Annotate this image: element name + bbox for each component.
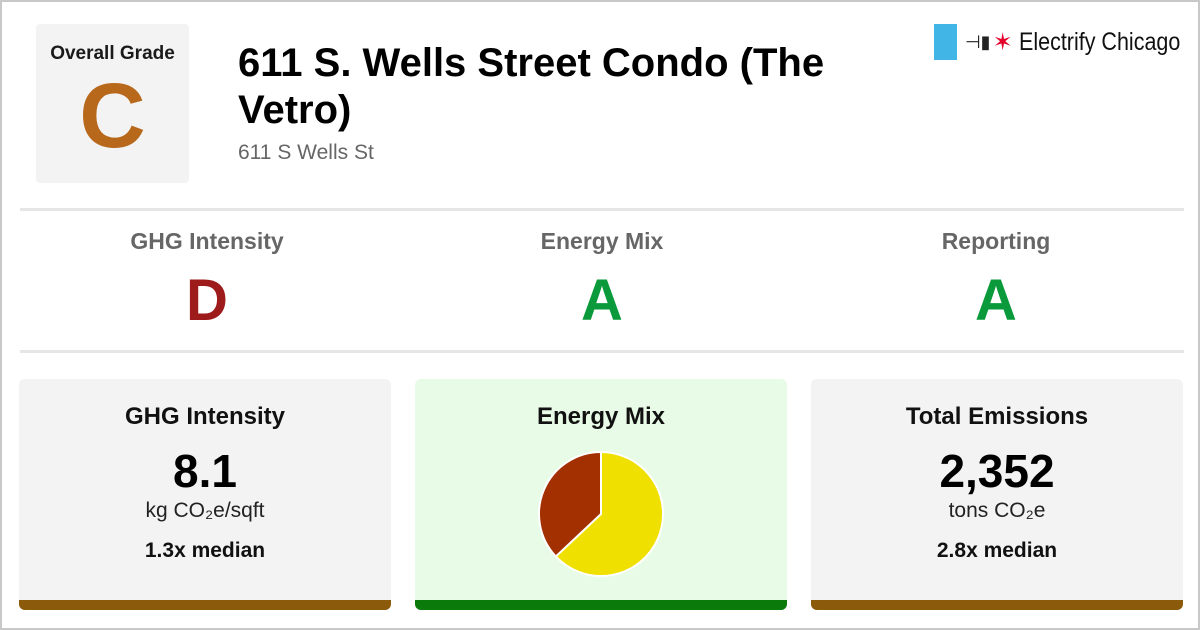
divider [20, 350, 1184, 353]
ghg-intensity-value: 8.1 [173, 445, 237, 497]
divider [20, 208, 1184, 211]
building-address: 611 S Wells St [238, 141, 374, 164]
grade-letter: A [581, 268, 623, 333]
grade-reporting: Reporting A [799, 228, 1193, 331]
ghg-intensity-median: 1.3x median [144, 539, 266, 562]
total-emissions-value: 2,352 [939, 445, 1055, 497]
energy-mix-card: Energy Mix [415, 379, 787, 610]
grade-label: Reporting [941, 228, 1051, 254]
ghg-intensity-unit: kg CO₂e/sqft [145, 499, 265, 522]
overall-grade-box: Overall Grade C [36, 24, 189, 183]
card-title: Total Emissions [905, 403, 1089, 430]
building-title: 611 S. Wells Street Condo (The Vetro) [238, 41, 825, 132]
chicago-star-icon: ✶ [992, 28, 1013, 56]
grade-label: Energy Mix [540, 228, 664, 254]
total-emissions-unit: tons CO₂e [948, 499, 1046, 522]
grade-letter: D [186, 268, 228, 333]
electrify-chicago-logo[interactable]: ⊣▮ ✶ Electrify Chicago [934, 24, 1200, 60]
card-accent-bar [415, 600, 787, 610]
total-emissions-card: Total Emissions 2,352 tons CO₂e 2.8x med… [811, 379, 1183, 610]
grade-energy-mix: Energy Mix A [405, 228, 799, 331]
card-accent-bar [811, 600, 1183, 610]
pie-slice-1 [538, 450, 602, 558]
logo-text: Electrify Chicago [1018, 27, 1181, 56]
grade-label: GHG Intensity [130, 228, 284, 254]
grade-letter: A [975, 268, 1017, 333]
total-emissions-median: 2.8x median [936, 539, 1058, 562]
overall-grade-letter: C [79, 65, 146, 167]
card-accent-bar [19, 600, 391, 610]
pie-slice-0 [554, 450, 664, 577]
ghg-intensity-card: GHG Intensity 8.1 kg CO₂e/sqft 1.3x medi… [19, 379, 391, 610]
overall-grade-label: Overall Grade [50, 43, 175, 64]
grade-ghg-intensity: GHG Intensity D [10, 228, 404, 331]
card-title: Energy Mix [536, 403, 666, 430]
card-title: GHG Intensity [124, 403, 286, 430]
energy-mix-pie-chart [538, 450, 664, 577]
chicago-flag-stripe-icon [934, 24, 957, 60]
plug-icon: ⊣▮ [965, 31, 991, 53]
